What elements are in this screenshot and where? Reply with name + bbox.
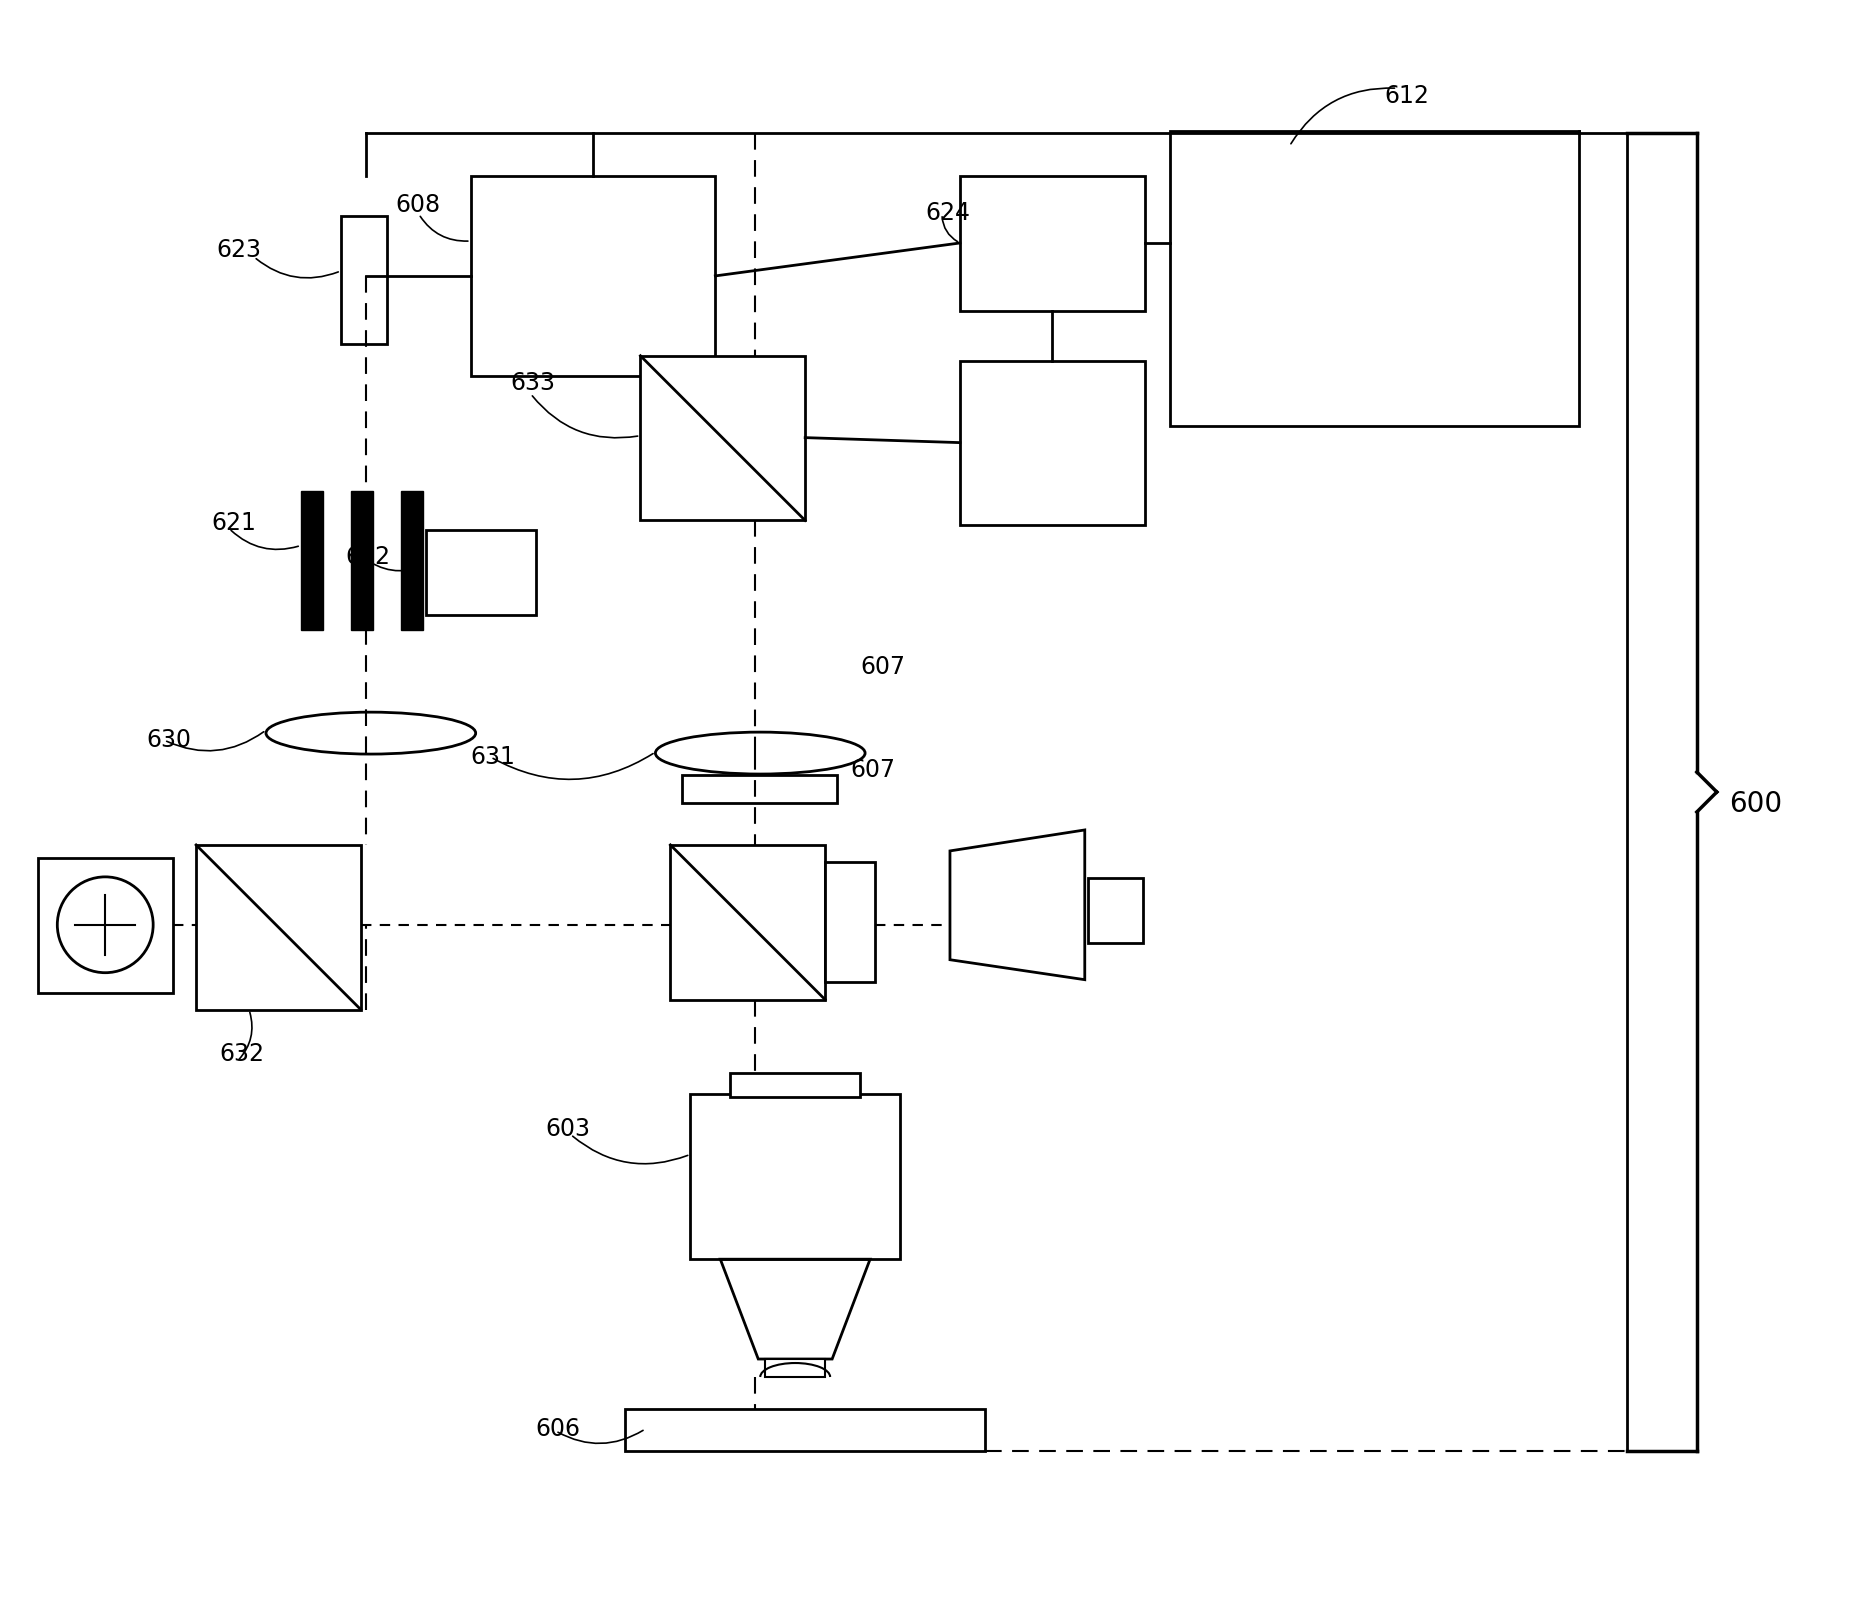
Bar — [351, 491, 373, 630]
Bar — [690, 1094, 900, 1258]
Bar — [1087, 878, 1143, 943]
Text: 633: 633 — [510, 371, 555, 395]
Bar — [959, 176, 1145, 310]
Bar — [401, 491, 423, 630]
Bar — [729, 1073, 859, 1097]
Bar — [825, 862, 874, 982]
Bar — [625, 1409, 985, 1450]
Text: 631: 631 — [471, 745, 516, 769]
Bar — [341, 216, 386, 344]
Text: 600: 600 — [1727, 790, 1781, 819]
Bar — [670, 844, 825, 999]
Text: 621: 621 — [211, 510, 256, 534]
Text: 612: 612 — [1384, 85, 1428, 109]
Text: 622: 622 — [345, 545, 391, 569]
Text: 603: 603 — [545, 1118, 590, 1142]
Bar — [764, 1359, 825, 1377]
Ellipse shape — [265, 712, 475, 755]
Text: 632: 632 — [219, 1041, 263, 1065]
Bar — [1169, 131, 1579, 425]
Bar — [197, 844, 360, 1009]
Text: 623: 623 — [215, 238, 262, 262]
Text: 608: 608 — [395, 193, 441, 217]
Bar — [471, 176, 714, 376]
Text: 607: 607 — [859, 656, 905, 680]
Bar — [683, 776, 837, 803]
Text: 630: 630 — [147, 728, 191, 752]
Bar — [959, 361, 1145, 526]
Bar — [39, 859, 173, 993]
Text: 607: 607 — [850, 758, 894, 782]
Bar — [301, 491, 323, 630]
Ellipse shape — [655, 732, 864, 774]
Bar — [640, 355, 805, 521]
Bar — [425, 531, 536, 616]
Text: 606: 606 — [536, 1417, 581, 1441]
Text: 624: 624 — [924, 201, 970, 225]
